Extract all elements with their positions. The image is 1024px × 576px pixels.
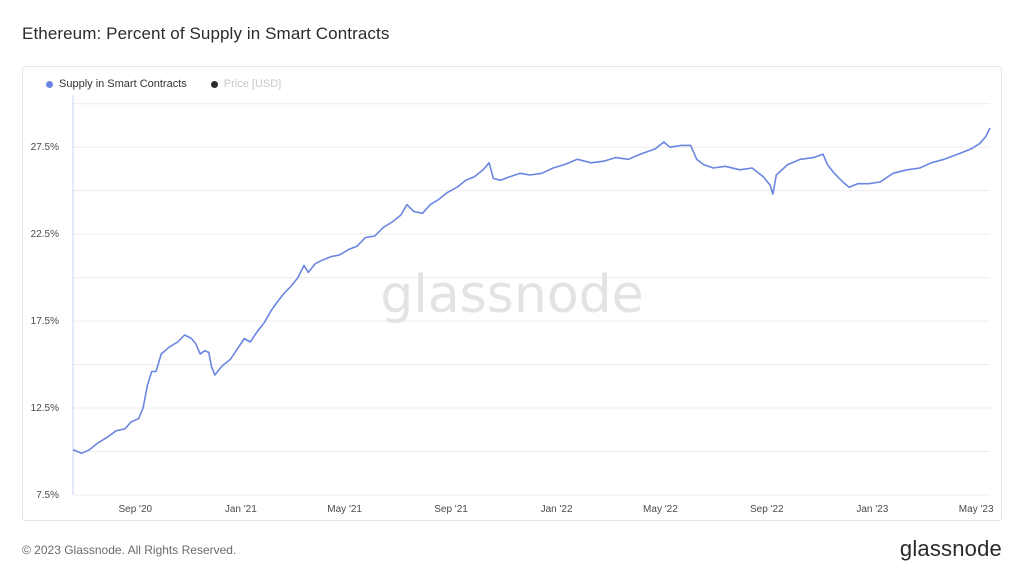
footer-copyright: © 2023 Glassnode. All Rights Reserved. (22, 543, 237, 557)
x-tick-label: Sep '20 (118, 504, 152, 515)
legend-label: Supply in Smart Contracts (59, 78, 187, 90)
grid-lines (73, 103, 990, 496)
legend-dot-icon (210, 80, 218, 88)
series-layer (72, 127, 991, 455)
y-axis: 7.5% 12.5% 17.5% 22.5% 27.5% (31, 142, 59, 501)
x-tick-label: Sep '21 (434, 504, 468, 515)
x-axis: Sep '20 Jan '21 May '21 Sep '21 Jan '22 May '… (118, 504, 993, 515)
x-tick-label: Jan '21 (225, 504, 257, 515)
glassnode-logo[interactable]: glassnode (899, 536, 1002, 561)
y-tick-label: 22.5% (31, 229, 59, 240)
x-tick-label: May '21 (327, 504, 362, 515)
y-tick-label: 17.5% (31, 316, 59, 327)
x-tick-label: Jan '23 (856, 504, 888, 515)
legend-dot-icon (46, 80, 53, 88)
x-tick-label: Sep '22 (750, 504, 784, 515)
x-tick-label: May '23 (959, 504, 994, 515)
chart-legend: Supply in Smart Contracts Price [USD] (46, 78, 281, 90)
y-tick-label: 27.5% (31, 142, 59, 153)
x-tick-label: May '22 (643, 504, 678, 515)
series-line-supply-in-smart-contracts[interactable] (72, 127, 991, 455)
y-tick-label: 7.5% (36, 490, 59, 501)
legend-item-price[interactable]: Price [USD] (210, 78, 282, 90)
y-tick-label: 12.5% (31, 403, 59, 414)
x-tick-label: Jan '22 (541, 504, 573, 515)
watermark: glassnode (380, 265, 643, 325)
legend-label: Price [USD] (223, 78, 282, 90)
legend-item-supply[interactable]: Supply in Smart Contracts (46, 78, 187, 90)
page-title: Ethereum: Percent of Supply in Smart Con… (22, 24, 390, 43)
chart-frame (22, 66, 1002, 521)
